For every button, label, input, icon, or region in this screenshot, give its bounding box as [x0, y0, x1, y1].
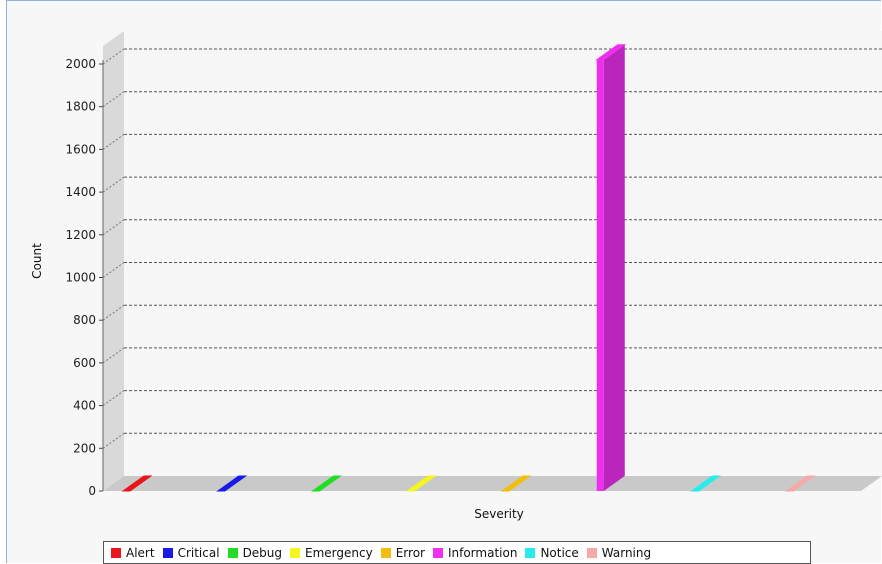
legend-swatch: [380, 547, 391, 558]
legend-label: Alert: [126, 545, 155, 560]
legend: Alert Critical Debug Emergency Error Informat…: [103, 541, 811, 564]
gridline-depth: [102, 432, 125, 449]
legend-item-critical: Critical: [162, 545, 220, 560]
bar-top: [405, 475, 437, 492]
legend-label: Emergency: [305, 545, 373, 560]
legend-item-emergency: Emergency: [290, 546, 373, 560]
y-axis-ticks: 0 200 400 600 800 1000 1200 1400 1600 1800 2000: [65, 57, 104, 498]
floor: [103, 476, 882, 491]
chart-frame: 0 200 400 600 800 1000 1200 1400 1600 1800 2000 Co…: [6, 0, 882, 564]
bar-top: [216, 475, 248, 492]
y-tick-label: 1200: [65, 228, 96, 242]
bar-top: [310, 475, 343, 492]
legend-swatch: [290, 547, 301, 558]
gridline-depth: [102, 347, 125, 364]
legend-item-error: Error: [380, 545, 425, 560]
bar-side: [603, 44, 625, 491]
gridline-depth: [102, 133, 125, 150]
legend-item-notice: Notice: [525, 545, 579, 560]
legend-label: Critical: [177, 545, 220, 560]
legend-swatch: [586, 547, 597, 558]
bar-alert: [121, 475, 153, 492]
legend-label: Information: [447, 545, 518, 560]
y-tick-label: 1000: [65, 271, 96, 285]
gridline-depth: [102, 390, 125, 407]
gridline-depth: [102, 91, 125, 108]
legend-label: Notice: [540, 545, 579, 560]
y-axis-title: Count: [30, 243, 44, 279]
bar-top: [121, 475, 153, 492]
bar-critical: [216, 475, 248, 492]
bar-warning: [784, 475, 816, 492]
legend-item-warning: Warning: [586, 545, 652, 560]
legend-swatch: [525, 547, 536, 558]
bar-top: [595, 44, 627, 61]
x-axis-title: Severity: [474, 507, 524, 521]
legend-label: Warning: [601, 545, 652, 560]
bar-chart: 0 200 400 600 800 1000 1200 1400 1600 1800 2000 Co…: [30, 31, 882, 521]
gridline-depth: [102, 262, 125, 278]
y-tick-label: 0: [88, 484, 96, 498]
bar-top: [784, 475, 816, 492]
gridline-depth: [102, 304, 125, 321]
y-tick-label: 1400: [65, 185, 96, 199]
legend-swatch: [162, 547, 173, 558]
y-tick-label: 1800: [65, 100, 96, 114]
y-tick-label: 600: [73, 356, 96, 370]
bar-top: [500, 475, 532, 492]
legend-item-alert: Alert: [111, 546, 155, 560]
gridline-depth: [102, 176, 125, 193]
gridline-depth: [102, 219, 125, 236]
gridlines: [102, 48, 882, 449]
y-tick-label: 200: [73, 441, 96, 455]
legend-swatch: [432, 547, 443, 558]
bar-emergency: [405, 475, 437, 492]
legend-item-information: Information: [432, 545, 518, 560]
bars: [121, 44, 816, 492]
bar-notice: [689, 475, 722, 492]
bar-front: [596, 59, 604, 491]
y-tick-label: 1600: [65, 142, 96, 156]
plot-walls: [103, 31, 882, 491]
legend-swatch: [227, 547, 238, 558]
bar-error: [500, 475, 532, 492]
bar-debug: [310, 475, 343, 492]
bar-top: [689, 475, 722, 492]
y-tick-label: 800: [73, 313, 96, 327]
back-wall: [124, 31, 882, 476]
bar-information: [595, 44, 627, 491]
legend-label: Error: [395, 545, 425, 560]
y-tick-label: 400: [73, 399, 96, 413]
gridline-depth: [102, 48, 125, 65]
legend-item-debug: Debug: [227, 545, 283, 560]
side-wall: [103, 31, 124, 491]
y-tick-label: 2000: [65, 57, 96, 71]
legend-label: Debug: [242, 545, 283, 560]
legend-swatch: [111, 547, 121, 558]
